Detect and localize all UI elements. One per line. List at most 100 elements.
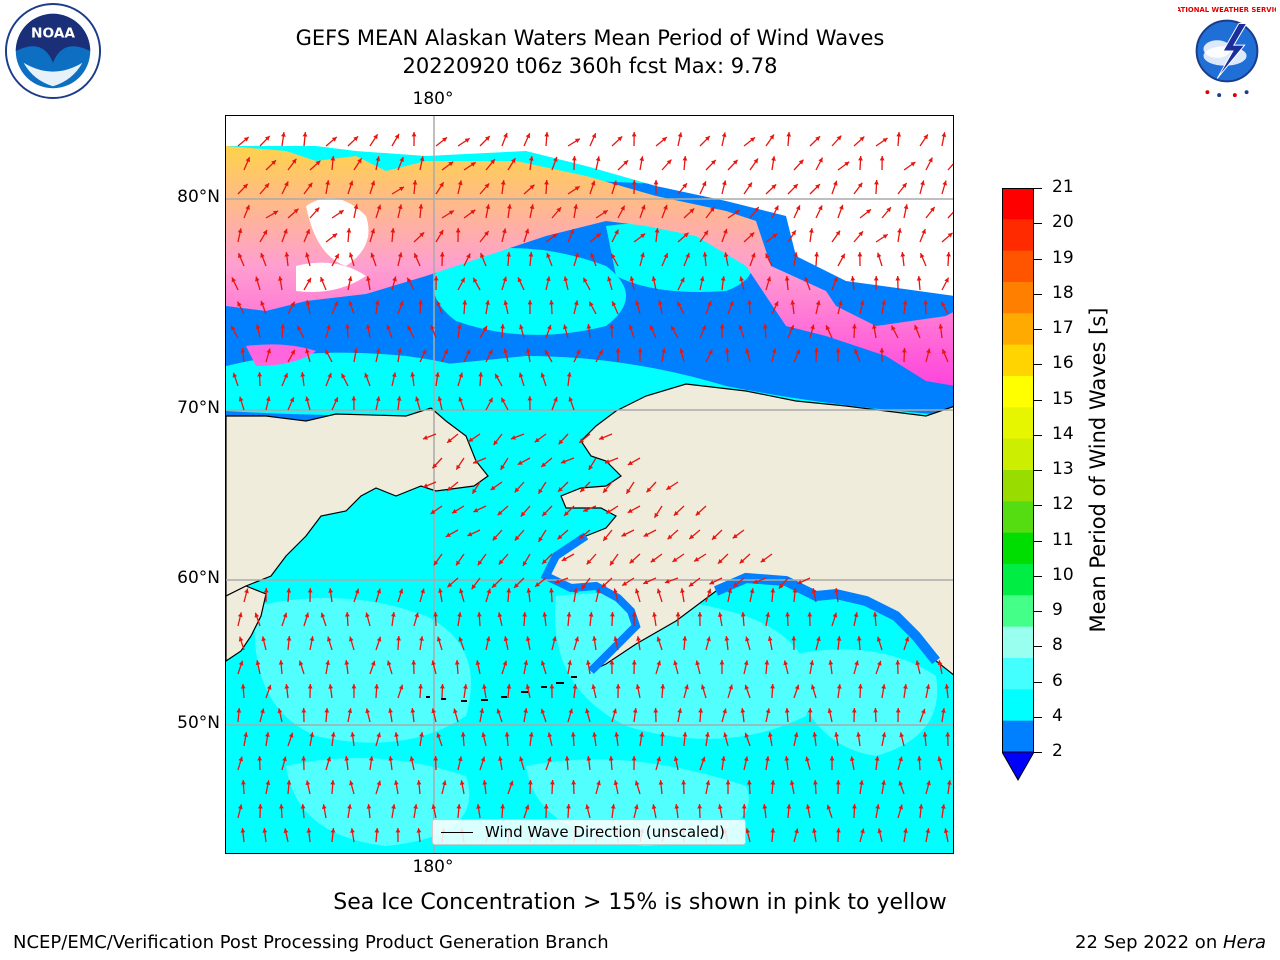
colorbar-tick-label: 17 bbox=[1052, 318, 1074, 338]
direction-arrow-head bbox=[478, 372, 484, 377]
direction-arrow-head bbox=[315, 160, 321, 166]
direction-arrow-head bbox=[286, 588, 292, 593]
direction-arrow-head bbox=[661, 348, 667, 353]
direction-arrow-head bbox=[255, 660, 261, 666]
direction-arrow-head bbox=[245, 157, 251, 163]
colorbar-tick-label: 18 bbox=[1052, 282, 1074, 303]
direction-arrow-head bbox=[732, 533, 738, 539]
direction-arrow-head bbox=[671, 325, 676, 331]
direction-arrow-head bbox=[545, 276, 551, 282]
direction-arrow-head bbox=[860, 828, 865, 834]
colorbar-segment bbox=[1002, 219, 1034, 252]
direction-arrow-head bbox=[938, 324, 944, 329]
direction-arrow-head bbox=[479, 708, 485, 713]
footer-credit: NCEP/EMC/Verification Post Processing Pr… bbox=[13, 932, 609, 953]
direction-arrow-head bbox=[458, 396, 464, 402]
direction-arrow-head bbox=[740, 708, 746, 713]
direction-arrow-head bbox=[580, 487, 585, 493]
direction-arrow-head bbox=[488, 397, 493, 403]
direction-arrow-head bbox=[637, 348, 643, 353]
direction-arrow-head bbox=[571, 156, 577, 161]
direction-arrow-head bbox=[564, 756, 570, 761]
direction-arrow-head bbox=[898, 780, 904, 786]
direction-arrow-head bbox=[473, 277, 478, 283]
direction-arrow-head bbox=[793, 252, 798, 257]
direction-arrow-head bbox=[856, 732, 861, 737]
direction-arrow-head bbox=[399, 186, 405, 192]
colorbar-segment bbox=[1002, 689, 1034, 722]
direction-arrow-head bbox=[305, 229, 310, 235]
direction-arrow-head bbox=[698, 708, 704, 713]
colorbar-tick-label: 15 bbox=[1052, 388, 1074, 409]
direction-arrow-head bbox=[738, 324, 744, 330]
direction-arrow-head bbox=[502, 660, 508, 666]
direction-arrow-head bbox=[238, 660, 244, 666]
direction-arrow-head bbox=[305, 300, 311, 306]
direction-arrow-head bbox=[467, 531, 473, 537]
direction-arrow-head bbox=[585, 708, 590, 714]
direction-arrow-head bbox=[679, 348, 685, 354]
direction-arrow-head bbox=[326, 636, 332, 642]
direction-arrow-head bbox=[614, 732, 620, 737]
direction-arrow-head bbox=[416, 780, 422, 785]
arctic-cyan-patches bbox=[226, 223, 753, 406]
direction-arrow-head bbox=[542, 612, 548, 617]
direction-arrow-head bbox=[546, 756, 552, 762]
direction-arrow-head bbox=[881, 780, 886, 785]
colorbar-segment bbox=[1002, 658, 1034, 690]
direction-arrow-head bbox=[613, 780, 619, 786]
direction-arrow-head bbox=[410, 708, 416, 713]
direction-arrow-head bbox=[399, 157, 404, 163]
direction-arrow-head bbox=[470, 162, 476, 167]
direction-arrow-head bbox=[631, 660, 637, 665]
direction-arrow-head bbox=[485, 300, 490, 305]
direction-arrow-head bbox=[793, 184, 798, 189]
direction-arrow-head bbox=[858, 231, 863, 237]
direction-arrow-head bbox=[518, 372, 524, 378]
direction-arrow-head bbox=[895, 660, 901, 665]
direction-arrow-head bbox=[818, 157, 823, 163]
direction-arrow-head bbox=[701, 325, 707, 331]
direction-arrow-head bbox=[612, 180, 618, 186]
direction-arrow-head bbox=[606, 509, 612, 514]
direction-arrow-head bbox=[791, 636, 797, 641]
direction-arrow-head bbox=[792, 588, 798, 593]
direction-arrow-head bbox=[749, 232, 755, 238]
direction-arrow-head bbox=[407, 325, 412, 331]
direction-arrow-head bbox=[866, 209, 871, 214]
direction-arrow-head bbox=[591, 684, 597, 690]
direction-arrow-head bbox=[921, 708, 926, 714]
direction-arrow-head bbox=[500, 180, 506, 185]
direction-arrow-head bbox=[282, 612, 288, 618]
direction-arrow-head bbox=[260, 300, 265, 306]
direction-arrow-head bbox=[873, 708, 878, 713]
direction-arrow-head bbox=[338, 210, 344, 215]
direction-arrow-head bbox=[709, 580, 715, 585]
direction-arrow-head bbox=[320, 612, 326, 618]
colorbar-tick-mark bbox=[1034, 470, 1042, 471]
direction-arrow-head bbox=[741, 804, 747, 809]
direction-arrow-head bbox=[784, 756, 790, 761]
direction-arrow-head bbox=[767, 636, 773, 642]
direction-arrow-head bbox=[391, 804, 396, 809]
lat-label-70n: 70°N bbox=[177, 398, 220, 418]
direction-arrow-head bbox=[273, 210, 279, 216]
direction-arrow-head bbox=[675, 612, 681, 617]
direction-arrow-head bbox=[410, 372, 416, 377]
direction-arrow-head bbox=[834, 732, 839, 737]
direction-arrow-head bbox=[723, 252, 729, 258]
direction-arrow-head bbox=[545, 349, 550, 355]
direction-arrow-head bbox=[411, 660, 417, 665]
direction-arrow-head bbox=[455, 228, 461, 233]
direction-arrow-head bbox=[900, 252, 906, 257]
direction-arrow-head bbox=[723, 228, 728, 234]
direction-arrow-head bbox=[552, 233, 558, 239]
direction-arrow-head bbox=[682, 732, 688, 737]
direction-arrow-head bbox=[635, 300, 640, 306]
direction-arrow-head bbox=[526, 588, 532, 593]
colorbar-tick-mark bbox=[1034, 646, 1042, 648]
direction-arrow-head bbox=[895, 708, 901, 713]
direction-arrow-head bbox=[493, 440, 499, 446]
direction-arrow-head bbox=[632, 708, 638, 713]
direction-arrow-head bbox=[844, 161, 850, 167]
